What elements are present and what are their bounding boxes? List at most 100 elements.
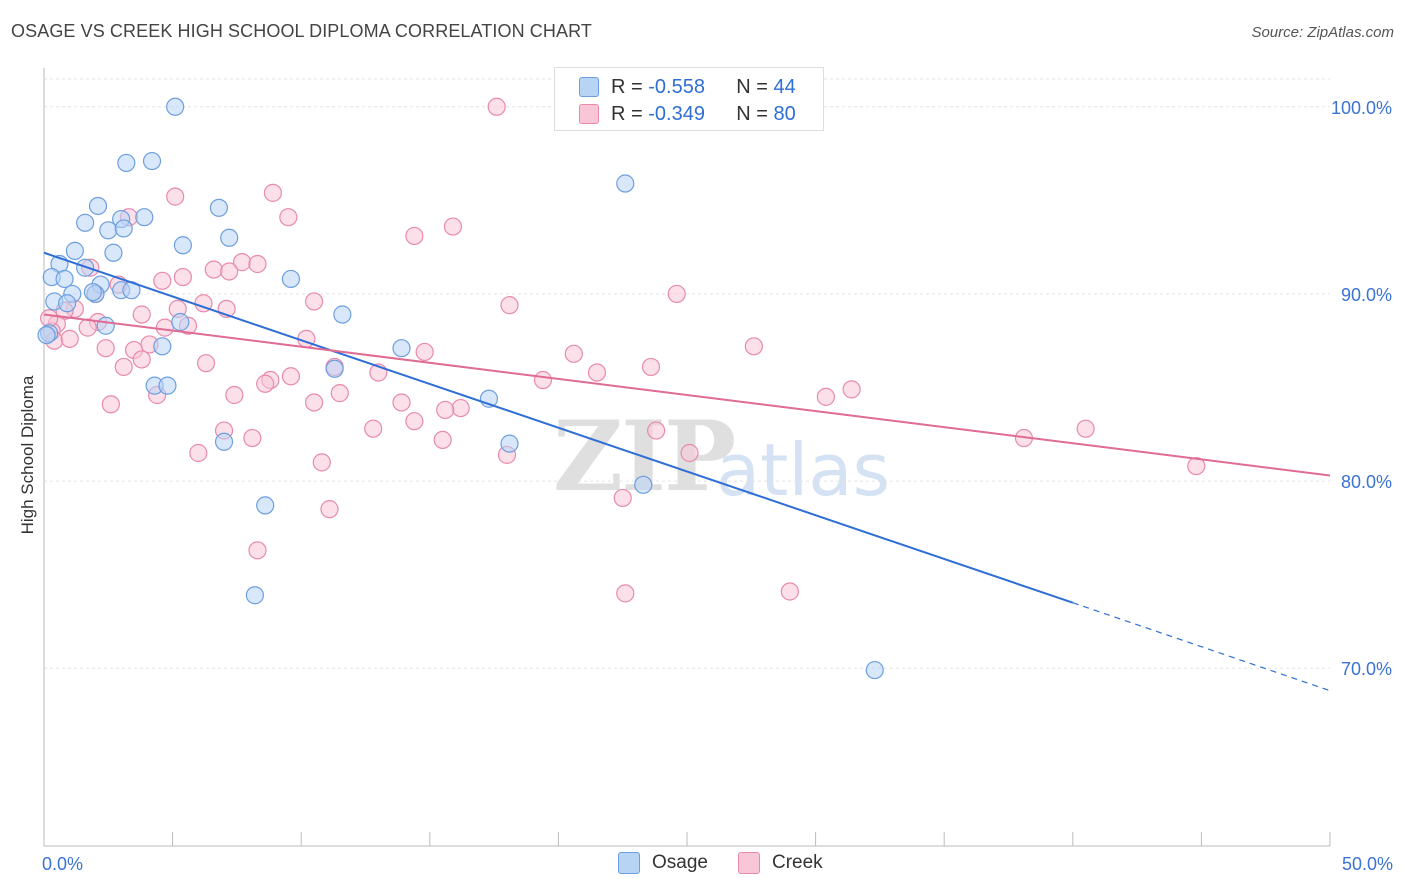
creek-point [312,453,331,472]
legend-row-osage: R = -0.558 N = 44 [579,74,796,100]
osage-point [58,294,77,313]
creek-swatch [579,104,599,124]
osage-point [142,151,162,171]
creek-point [433,430,452,449]
osage-swatch [579,77,599,97]
creek-point [443,217,463,236]
osage-point [117,153,136,173]
creek-point [647,421,666,440]
osage-point [37,326,56,345]
creek-point [96,339,115,358]
creek-point [248,541,267,560]
osage-point [158,376,177,395]
osage-point [96,316,115,335]
legend-item-osage[interactable]: Osage [618,852,708,874]
legend-row-creek: R = -0.349 N = 80 [579,101,796,127]
creek-point [533,370,553,390]
creek-point [153,271,172,290]
creek-point [225,385,244,405]
osage-n-value: 44 [773,75,796,98]
x-tick-label-max: 50.0% [1342,854,1393,874]
creek-point [132,305,151,324]
creek-point [189,443,208,463]
creek-r-label: R = [611,102,649,125]
creek-point [220,262,239,281]
osage-point [76,213,95,232]
osage-point [153,337,172,356]
osage-point [325,359,344,378]
creek-point [256,374,275,393]
creek-point [364,419,383,438]
creek-point [613,488,632,508]
osage-point [173,236,192,255]
osage-point [214,432,234,451]
creek-point [166,187,185,206]
osage-r-label: R = [611,75,649,98]
creek-point [816,387,835,406]
osage-point [171,312,190,332]
osage-r-value: -0.558 [648,75,705,98]
creek-point [155,318,174,337]
watermark-atlas: atlas [716,428,890,512]
osage-point [281,269,301,289]
osage-point [392,339,411,358]
creek-point [487,97,506,116]
creek-point [680,443,699,463]
osage-trend-extension [1072,602,1331,692]
osage-trend-line [43,251,1074,604]
creek-point [667,284,686,304]
osage-legend-label: Osage [652,852,708,873]
creek-point [564,344,583,363]
creek-point [405,412,424,431]
osage-point [256,496,275,515]
legend-item-creek[interactable]: Creek [738,852,823,874]
creek-legend-swatch [738,852,760,874]
creek-point [616,584,635,603]
creek-point [451,398,470,418]
creek-point [114,357,133,377]
creek-point [304,393,324,412]
osage-point [114,219,133,238]
osage-point [83,282,102,302]
osage-point [88,196,108,216]
osage-point [333,305,352,324]
creek-point [173,267,192,287]
creek-point [744,337,763,356]
creek-point [1187,457,1206,476]
creek-point [587,363,607,382]
y-tick-label: 70.0% [1341,659,1392,679]
osage-point [500,434,519,453]
creek-legend-label: Creek [772,852,823,873]
creek-point [263,183,283,202]
x-tick-label-min: 0.0% [42,854,83,874]
osage-point [245,586,265,605]
creek-point [304,292,324,311]
creek-point [279,208,298,227]
osage-legend-swatch [618,852,640,874]
creek-point [330,384,349,403]
creek-point [248,254,267,274]
creek-point [392,393,411,412]
creek-point [196,354,216,373]
creek-point [500,296,519,315]
creek-point [405,226,424,246]
creek-n-label: N = [736,102,774,125]
creek-point [243,428,262,448]
osage-point [104,243,123,262]
correlation-legend: R = -0.558 N = 44 R = -0.349 N = 80 [554,67,824,131]
osage-point [209,198,228,217]
creek-point [842,380,861,399]
creek-point [132,350,151,369]
series-legend: Osage Creek [0,852,1406,876]
osage-point [135,208,154,227]
osage-point [55,269,74,289]
chart-title: OSAGE VS CREEK HIGH SCHOOL DIPLOMA CORRE… [11,21,592,41]
creek-trend-line [43,313,1331,477]
creek-point [320,500,339,519]
creek-point [281,367,301,386]
creek-r-value: -0.349 [648,102,705,125]
y-tick-label: 80.0% [1341,472,1392,492]
creek-point [780,582,799,601]
osage-point [65,241,84,260]
